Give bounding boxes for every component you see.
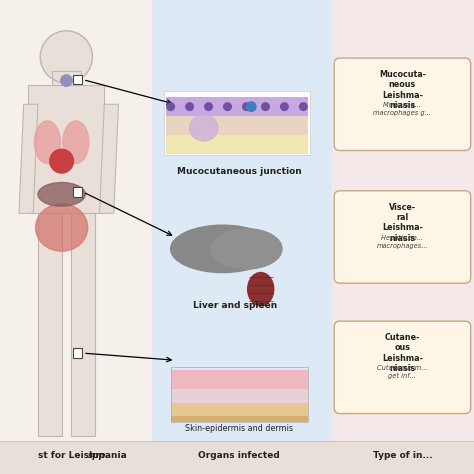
Text: Mucocutaneous junction: Mucocutaneous junction: [177, 167, 302, 176]
Circle shape: [186, 103, 193, 110]
Ellipse shape: [38, 182, 85, 206]
Polygon shape: [52, 71, 81, 85]
FancyBboxPatch shape: [0, 0, 152, 441]
Ellipse shape: [36, 204, 88, 251]
Circle shape: [300, 103, 307, 110]
Ellipse shape: [63, 121, 89, 164]
Polygon shape: [100, 104, 118, 213]
Text: Visce-
ral
Leishma-
niasis: Visce- ral Leishma- niasis: [382, 203, 423, 243]
Text: Hepatic an...
macrophages...: Hepatic an... macrophages...: [377, 235, 428, 248]
FancyBboxPatch shape: [171, 389, 308, 403]
Circle shape: [50, 149, 73, 173]
FancyBboxPatch shape: [171, 416, 308, 422]
Circle shape: [40, 31, 92, 83]
FancyBboxPatch shape: [171, 370, 308, 389]
Circle shape: [281, 103, 288, 110]
FancyBboxPatch shape: [73, 348, 82, 358]
Text: Mucocuta-
neous
Leishma-
niasis: Mucocuta- neous Leishma- niasis: [379, 70, 426, 110]
Text: Cutane-
ous
Leishma-
niasis: Cutane- ous Leishma- niasis: [382, 333, 423, 373]
Polygon shape: [19, 104, 38, 213]
FancyBboxPatch shape: [166, 97, 308, 116]
Polygon shape: [71, 213, 95, 436]
FancyBboxPatch shape: [334, 321, 471, 413]
FancyBboxPatch shape: [152, 0, 332, 441]
Ellipse shape: [190, 115, 218, 141]
Circle shape: [246, 102, 256, 111]
FancyBboxPatch shape: [73, 75, 82, 84]
Circle shape: [205, 103, 212, 110]
FancyBboxPatch shape: [166, 116, 308, 135]
Polygon shape: [38, 213, 62, 436]
Text: Skin-epidermis and dermis: Skin-epidermis and dermis: [185, 424, 293, 433]
FancyBboxPatch shape: [164, 91, 310, 155]
Ellipse shape: [248, 273, 274, 306]
FancyBboxPatch shape: [332, 0, 474, 441]
Circle shape: [167, 103, 174, 110]
Circle shape: [224, 103, 231, 110]
FancyBboxPatch shape: [166, 135, 308, 154]
FancyBboxPatch shape: [334, 191, 471, 283]
Polygon shape: [28, 85, 104, 213]
Text: Organs infected: Organs infected: [199, 451, 280, 459]
Text: Cutaneous m...
get inf...: Cutaneous m... get inf...: [377, 365, 428, 379]
Circle shape: [262, 103, 269, 110]
FancyBboxPatch shape: [73, 187, 82, 197]
Ellipse shape: [171, 225, 275, 273]
Ellipse shape: [35, 121, 61, 164]
FancyBboxPatch shape: [334, 58, 471, 151]
Text: Liver and spleen: Liver and spleen: [192, 301, 277, 310]
FancyBboxPatch shape: [171, 403, 308, 417]
Text: Type of in...: Type of in...: [373, 451, 433, 459]
Circle shape: [243, 103, 250, 110]
Ellipse shape: [211, 229, 282, 269]
Text: Mucous a...
macrophages g...: Mucous a... macrophages g...: [374, 102, 431, 116]
FancyBboxPatch shape: [0, 441, 474, 474]
Circle shape: [61, 75, 72, 86]
Text: st for Leishmania: st for Leishmania: [38, 451, 130, 459]
Text: spp.: spp.: [88, 451, 109, 459]
